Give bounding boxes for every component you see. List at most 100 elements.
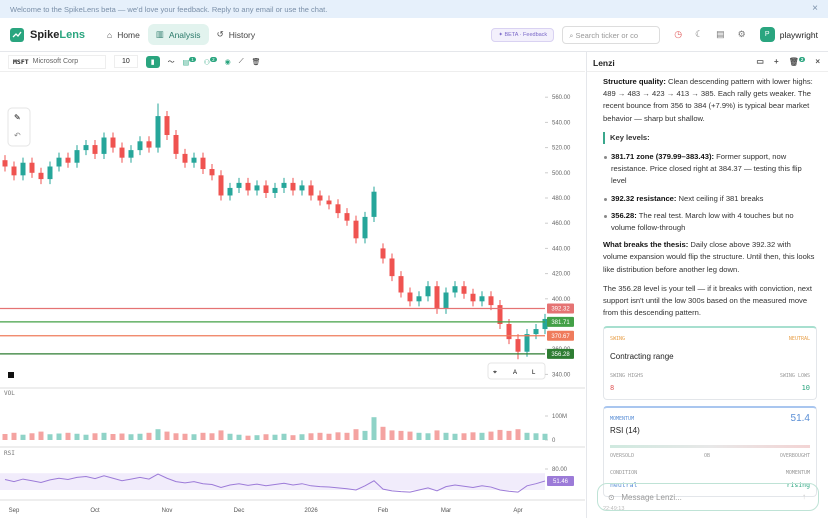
undo[interactable]: ↶ [14, 131, 21, 140]
beta-pill[interactable]: ✦ BETA · Feedback [491, 27, 555, 42]
nav: SpikeLens ⌂ Home ▥ Analysis ↺ History ✦ … [0, 18, 828, 52]
bold: 392.32 resistance: [611, 193, 677, 203]
label: SWING HIGHS [610, 372, 644, 379]
nav-link[interactable]: ↺ History [216, 29, 256, 40]
y-tick-label: 420.00 [552, 272, 571, 278]
auto-btn[interactable]: A [513, 370, 517, 376]
candle-body [38, 172, 44, 180]
candle-body [506, 324, 512, 340]
nav-link[interactable]: ⌂ Home [107, 29, 140, 40]
volume-bar [218, 430, 224, 440]
theme-icon[interactable]: ☾ [695, 29, 704, 39]
close-banner[interactable]: × [812, 3, 818, 14]
rsi-bar [610, 444, 810, 448]
new-icon[interactable]: + [773, 57, 779, 66]
candle-body [74, 150, 80, 163]
nav-link[interactable]: ▥ Analysis [147, 24, 209, 45]
ind-btn[interactable]: ▤ 1 [182, 56, 196, 67]
label: OB [703, 452, 710, 459]
x-tick-label: Nov [162, 508, 173, 514]
rsi-card: MOMENTUM 51.4 RSI (14) OVERSOLD OB OVERBOUG… [603, 406, 817, 498]
volume-bar [353, 429, 359, 440]
brand-b: Lens [59, 28, 86, 41]
rsi-value: 51.46 [553, 479, 569, 485]
chat-icon[interactable]: ▭ [756, 57, 764, 66]
volume-bar [128, 434, 134, 440]
search[interactable]: ⌕ Search ticker or co [562, 25, 661, 44]
candle-body [515, 339, 521, 352]
status: NEUTRAL [788, 336, 810, 343]
message-input[interactable]: ⊙ Message Lenzi... ↑ [597, 483, 819, 511]
volume-bar [479, 432, 485, 440]
candle-body [146, 141, 152, 148]
volume-bar [371, 417, 377, 440]
doc-icon[interactable]: ▤ [716, 29, 725, 39]
settings-icon[interactable]: ⚙ [737, 29, 746, 39]
nav-text: History [228, 29, 256, 40]
ruler-btn[interactable]: ⟋ [238, 57, 244, 65]
candle-body [236, 182, 242, 188]
brand[interactable]: SpikeLens [10, 27, 86, 42]
kicker: MOMENTUM [610, 416, 635, 423]
y-tick-label: 400.00 [552, 297, 571, 303]
candle-body [416, 296, 422, 302]
candle-body [371, 191, 377, 217]
volume-bar [290, 435, 296, 440]
message: Structure quality: Clean descending patt… [603, 76, 817, 515]
paragraph: What breaks the thesis: Daily close abov… [603, 239, 817, 276]
candle-body [380, 248, 386, 259]
candle-btn[interactable]: ▮ [145, 55, 160, 68]
volume-bar [317, 432, 323, 440]
candle-body [128, 150, 134, 158]
bold: What breaks the thesis: [603, 240, 689, 250]
volume-bar [110, 434, 116, 440]
volume-bar [443, 432, 449, 440]
candle-body [281, 182, 287, 188]
assistant-panel: Lenzi ▭ + 🗑 2 × Structure quality: Clean desc… [586, 52, 828, 518]
draw-btn[interactable]: ⚇ 2 [203, 56, 217, 67]
interval[interactable]: 10 [114, 55, 138, 68]
x-tick-label: Feb [378, 508, 389, 514]
crosshair[interactable]: ⌖ [493, 369, 497, 376]
rsi-band [0, 473, 545, 490]
line-btn[interactable]: 〜 [167, 58, 175, 66]
nav-text: Analysis [168, 29, 201, 40]
volume-bar [200, 432, 206, 440]
level-label: 356.28 [551, 352, 570, 358]
alert-icon[interactable]: ◷ [674, 29, 683, 39]
level-label: 392.32 [551, 307, 570, 313]
volume-bar [344, 432, 350, 440]
text: Clean descending pattern with lower high… [603, 77, 813, 123]
candle-body [209, 169, 215, 176]
trash-btn[interactable]: 🗑 [251, 58, 261, 66]
volume-bar [20, 434, 26, 440]
banner-text: Welcome to the SpikeLens beta — we'd lov… [10, 5, 328, 14]
rsi-line [4, 473, 546, 493]
y-tick-label: 460.00 [552, 221, 571, 227]
volume-bar [182, 433, 188, 440]
volume-bar [119, 433, 125, 440]
rsi-tag [547, 475, 574, 486]
candle-body [155, 116, 161, 148]
log-btn[interactable]: L [532, 370, 536, 376]
level-label: 381.71 [551, 320, 570, 326]
candle-body [272, 187, 278, 193]
level-tag [547, 330, 574, 341]
panel-title: Lenzi [593, 58, 615, 68]
volume-bar [272, 434, 278, 440]
tv-logo [8, 372, 14, 378]
volume-bar [398, 430, 404, 440]
candle-body [434, 286, 440, 309]
candle-body [56, 157, 62, 167]
candle-body [137, 141, 143, 151]
eye-btn[interactable]: ◉ [224, 58, 231, 66]
volume-bar [461, 433, 467, 440]
trash-icon[interactable]: 🗑 2 [788, 57, 806, 67]
candle-body [443, 292, 449, 309]
candle-body [119, 147, 125, 158]
volume-bar [146, 432, 152, 440]
close-icon[interactable]: × [815, 57, 820, 66]
pencil[interactable]: ✎ [14, 113, 21, 122]
symbol[interactable]: MSFT Microsoft Corp [8, 54, 106, 69]
